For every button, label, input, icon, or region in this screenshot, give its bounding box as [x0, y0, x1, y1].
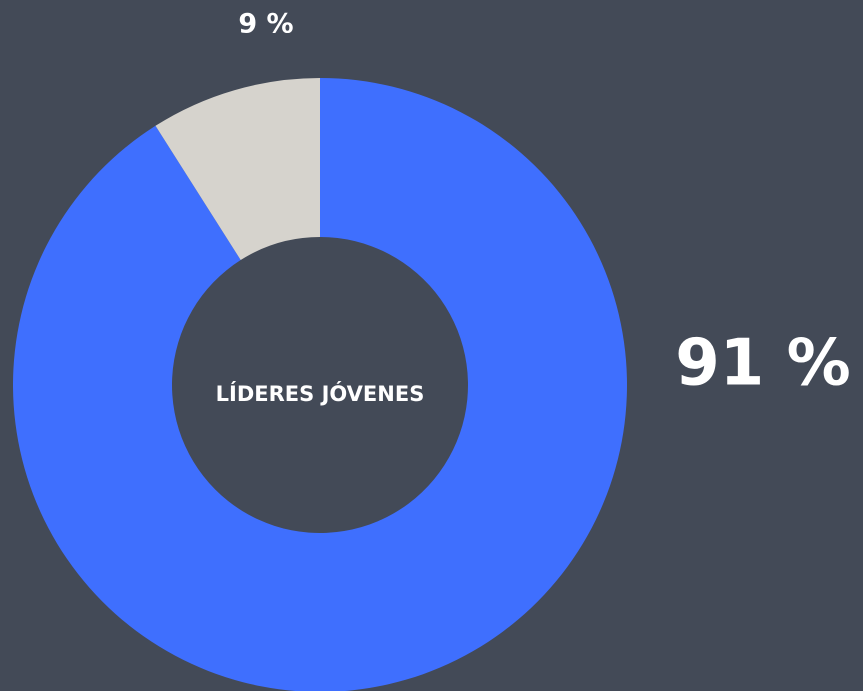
center-label: LÍDERES JÓVENES — [216, 381, 425, 406]
donut-slice — [155, 78, 320, 261]
value-label: 9 % — [238, 9, 293, 40]
donut-slice — [13, 78, 627, 691]
value-label: 91 % — [675, 327, 850, 401]
